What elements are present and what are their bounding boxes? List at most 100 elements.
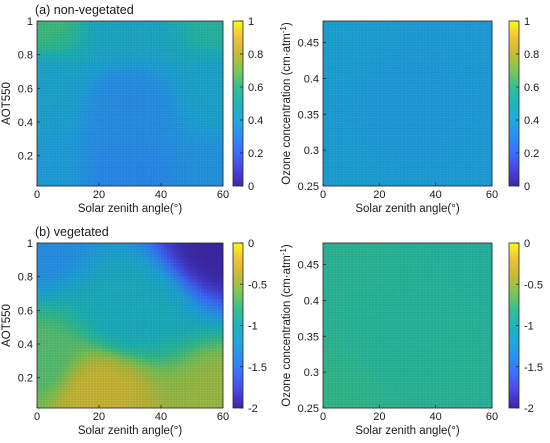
heatmap-cell <box>126 70 131 75</box>
heatmap-cell <box>114 27 118 32</box>
heatmap-cell <box>120 47 125 52</box>
heatmap-cell <box>173 21 177 25</box>
heatmap-cell <box>83 70 87 75</box>
heatmap-cell <box>198 30 202 35</box>
heatmap-cell <box>95 21 100 25</box>
heatmap-cell <box>148 54 153 58</box>
heatmap-cell <box>157 96 162 101</box>
heatmap-cell <box>192 34 196 38</box>
heatmap-cell <box>188 50 193 55</box>
heatmap-cell <box>195 67 199 71</box>
heatmap-cell <box>64 54 69 58</box>
heatmap-cell <box>52 77 56 81</box>
heatmap-cell <box>148 50 153 55</box>
heatmap-cell <box>157 67 162 71</box>
heatmap-cell <box>157 100 162 104</box>
heatmap-cell <box>120 34 125 38</box>
heatmap-cell <box>102 57 106 61</box>
heatmap-cell <box>139 87 143 91</box>
heatmap-cell <box>167 83 171 88</box>
heatmap-cell <box>182 103 187 108</box>
heatmap-cell <box>46 34 50 38</box>
heatmap-cell <box>71 54 75 58</box>
heatmap-cell <box>130 83 134 88</box>
heatmap-cell <box>108 47 112 52</box>
heatmap-cell <box>133 70 137 75</box>
heatmap-cell <box>185 90 190 94</box>
heatmap-cell <box>89 93 94 98</box>
heatmap-cell <box>64 37 69 42</box>
heatmap-cell <box>61 57 66 61</box>
heatmap-cell <box>92 57 97 61</box>
heatmap-cell <box>120 54 125 58</box>
heatmap-mesh <box>36 20 224 187</box>
heatmap-cell <box>136 106 140 111</box>
heatmap-cell <box>188 103 193 108</box>
heatmap-cell <box>213 106 218 111</box>
heatmap-cell <box>216 60 221 65</box>
heatmap-cell <box>198 27 202 32</box>
heatmap-cell <box>108 67 112 71</box>
heatmap-cell <box>117 27 122 32</box>
heatmap-cell <box>148 30 153 35</box>
heatmap-cell <box>188 30 193 35</box>
heatmap-cell <box>120 57 125 61</box>
heatmap-cell <box>71 60 75 65</box>
heatmap-cell <box>43 90 47 94</box>
heatmap-cell <box>83 50 87 55</box>
heatmap-cell <box>71 83 75 88</box>
heatmap-cell <box>198 96 202 101</box>
heatmap-cell <box>179 30 184 35</box>
heatmap-cell <box>61 80 66 85</box>
heatmap-cell <box>102 73 106 78</box>
heatmap-cell <box>83 90 87 94</box>
heatmap-cell <box>133 67 137 71</box>
heatmap-cell <box>176 40 180 45</box>
heatmap-cell <box>40 70 44 75</box>
heatmap-cell <box>61 40 66 45</box>
heatmap-cell <box>145 50 149 55</box>
heatmap-cell <box>188 37 193 42</box>
heatmap-cell <box>114 87 118 91</box>
heatmap-cell <box>40 21 44 25</box>
heatmap-cell <box>133 100 137 104</box>
heatmap-cell <box>120 73 125 78</box>
heatmap-cell <box>142 47 146 52</box>
heatmap-cell <box>89 47 94 52</box>
heatmap-cell <box>92 100 97 104</box>
heatmap-cell <box>40 47 44 52</box>
heatmap-cell <box>151 90 156 94</box>
heatmap-cell <box>105 103 109 108</box>
heatmap-cell <box>207 70 211 75</box>
heatmap-cell <box>58 73 63 78</box>
heatmap-cell <box>185 57 190 61</box>
heatmap-cell <box>161 83 165 88</box>
heatmap-cell <box>195 103 199 108</box>
heatmap-cell <box>86 30 91 35</box>
heatmap-cell <box>213 27 218 32</box>
heatmap-cell <box>130 90 134 94</box>
heatmap-cell <box>157 93 162 98</box>
heatmap-cell <box>111 60 115 65</box>
heatmap-cell <box>83 87 87 91</box>
heatmap-cell <box>198 87 202 91</box>
heatmap-cell <box>89 110 94 114</box>
heatmap-cell <box>148 47 153 52</box>
heatmap-cell <box>43 21 47 25</box>
heatmap-cell <box>167 60 171 65</box>
heatmap-cell <box>71 50 75 55</box>
heatmap-cell <box>198 37 202 42</box>
heatmap-cell <box>195 106 199 111</box>
heatmap-cell <box>114 30 118 35</box>
heatmap-cell <box>77 21 81 25</box>
heatmap-cell <box>207 57 211 61</box>
heatmap-cell <box>126 67 131 71</box>
heatmap-cell <box>43 57 47 61</box>
heatmap-cell <box>210 54 215 58</box>
heatmap-cell <box>170 93 174 98</box>
heatmap-cell <box>40 60 44 65</box>
y-tick-label: 0.6 <box>18 83 33 95</box>
heatmap-cell <box>89 37 94 42</box>
heatmap-cell <box>151 24 156 28</box>
heatmap-cell <box>188 21 193 25</box>
